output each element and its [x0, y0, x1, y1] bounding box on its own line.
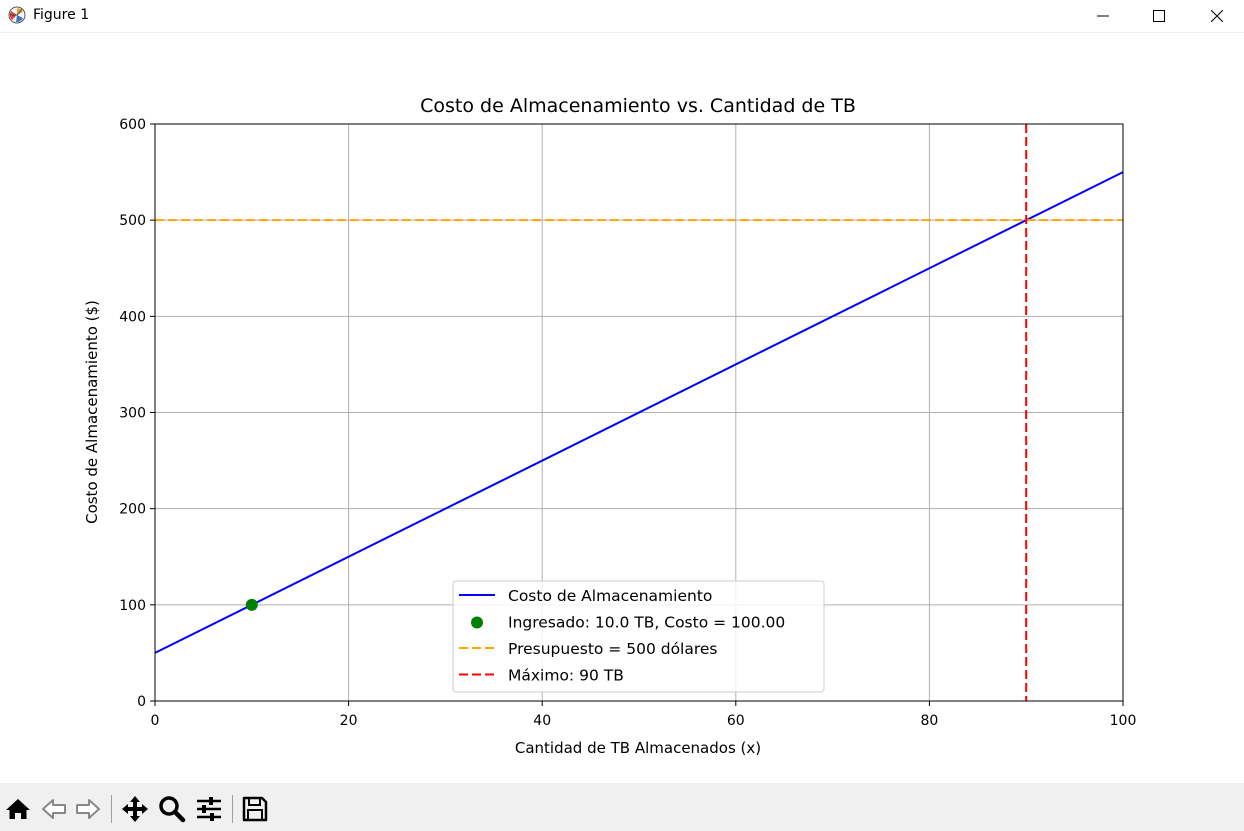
- forward-button[interactable]: [74, 795, 102, 823]
- chart-title: Costo de Almacenamiento vs. Cantidad de …: [420, 95, 856, 117]
- back-icon: [42, 799, 66, 819]
- legend-box: [452, 580, 825, 693]
- home-icon: [6, 799, 30, 819]
- input-point: [245, 598, 258, 611]
- save-button[interactable]: [241, 795, 269, 823]
- cost-line: [154, 171, 1124, 654]
- x-tick-label: 80: [920, 713, 938, 729]
- x-tick-label: 40: [533, 713, 551, 729]
- y-tick-label: 300: [119, 406, 146, 422]
- pan-button[interactable]: [121, 795, 149, 823]
- window-title: Figure 1: [33, 7, 90, 23]
- pan-icon: [122, 796, 148, 822]
- x-axis-label: Cantidad de TB Almacenados (x): [515, 739, 761, 757]
- y-tick-label: 100: [119, 598, 146, 614]
- x-tick-label: 60: [727, 713, 745, 729]
- line-chart: 0 20 40 60 80 100 0 100 200 300 400 500 600 Costo de…: [83, 95, 1137, 757]
- x-tick-label: 20: [340, 713, 358, 729]
- y-tick-label: 200: [119, 502, 146, 518]
- zoom-icon: [159, 796, 186, 823]
- legend-label: Ingresado: 10.0 TB, Costo = 100.00: [508, 614, 785, 632]
- toolbar-separator: [111, 795, 112, 823]
- zoom-button[interactable]: [158, 795, 186, 823]
- legend-swatch: [471, 616, 483, 629]
- minimize-icon: [1097, 15, 1109, 17]
- minimize-button[interactable]: [1080, 0, 1126, 32]
- maximize-icon: [1153, 10, 1165, 22]
- x-tick-label: 100: [1110, 713, 1137, 729]
- back-button[interactable]: [40, 795, 68, 823]
- y-axis-label: Costo de Almacenamiento ($): [83, 300, 101, 524]
- window-titlebar: Figure 1: [0, 0, 1244, 33]
- toolbar-separator: [232, 795, 233, 823]
- navigation-toolbar: [0, 783, 1244, 831]
- home-button[interactable]: [4, 795, 32, 823]
- y-tick-label: 0: [137, 694, 146, 710]
- legend-label: Costo de Almacenamiento: [508, 587, 712, 605]
- maximize-button[interactable]: [1136, 0, 1182, 32]
- close-icon: [1211, 10, 1223, 22]
- y-tick-label: 600: [119, 117, 146, 133]
- configure-subplots-button[interactable]: [195, 795, 223, 823]
- configure-subplots-icon: [197, 797, 221, 821]
- close-button[interactable]: [1194, 0, 1240, 32]
- forward-icon: [76, 799, 100, 819]
- y-tick-label: 500: [119, 213, 146, 229]
- matplotlib-app-icon: [8, 6, 26, 24]
- legend: Costo de Almacenamiento Ingresado: 10.0 T…: [452, 580, 825, 693]
- y-tick-label: 400: [119, 309, 146, 325]
- legend-label: Presupuesto = 500 dólares: [508, 640, 718, 658]
- save-icon: [242, 796, 268, 822]
- legend-label: Máximo: 90 TB: [508, 667, 624, 685]
- figure-canvas[interactable]: 0 20 40 60 80 100 0 100 200 300 400 500 600 Costo de…: [0, 33, 1244, 783]
- x-tick-label: 0: [151, 713, 160, 729]
